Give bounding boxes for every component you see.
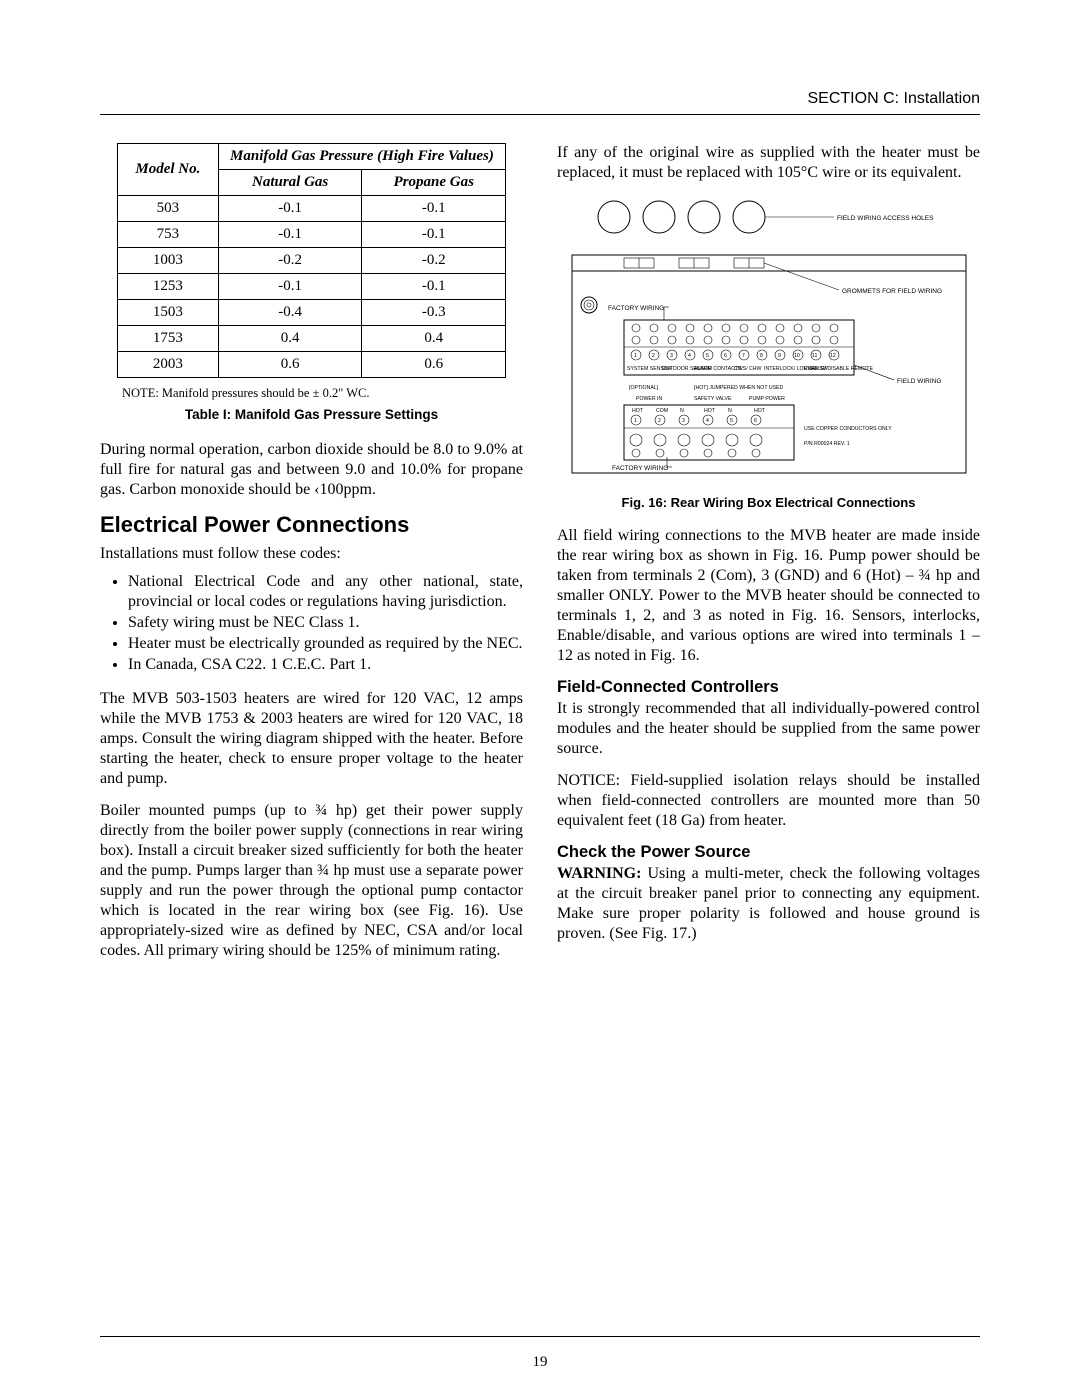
right-p4: NOTICE: Field-supplied isolation relays … [557, 771, 980, 831]
lower-circles [630, 434, 762, 457]
svg-text:COM: COM [656, 408, 668, 414]
list-item: Safety wiring must be NEC Class 1. [128, 613, 523, 633]
table-row: 753-0.1-0.1 [117, 222, 505, 248]
lbl-copper: USE COPPER CONDUCTORS ONLY [804, 426, 892, 432]
left-p2: Installations must follow these codes: [100, 544, 523, 564]
lbl-optional: [OPTIONAL] [629, 385, 659, 391]
table-row: 1503-0.4-0.3 [117, 300, 505, 326]
lbl-t6: ENABLE/ DISABLE REMOTE [804, 366, 873, 372]
right-p1: If any of the original wire as supplied … [557, 143, 980, 183]
table-row: 1253-0.1-0.1 [117, 274, 505, 300]
th-nat: Natural Gas [218, 170, 362, 196]
warning-label: WARNING: [557, 865, 641, 882]
svg-text:2: 2 [652, 353, 655, 359]
heading-controllers: Field-Connected Controllers [557, 678, 980, 697]
svg-text:6: 6 [754, 418, 757, 424]
left-p1: During normal operation, carbon dioxide … [100, 440, 523, 500]
svg-text:4: 4 [706, 418, 709, 424]
table-note: NOTE: Manifold pressures should be ± 0.2… [122, 386, 523, 401]
svg-text:3: 3 [682, 418, 685, 424]
lbl-jumpered: [HOT] JUMPERED WHEN NOT USED [694, 385, 784, 391]
left-p4: Boiler mounted pumps (up to ¾ hp) get th… [100, 801, 523, 961]
lbl-safety: SAFETY VALVE [694, 396, 732, 402]
table-caption: Table I: Manifold Gas Pressure Settings [100, 407, 523, 422]
svg-text:5: 5 [706, 353, 709, 359]
right-p2: All field wiring connections to the MVB … [557, 526, 980, 666]
lbl-factory-bottom: FACTORY WIRING [612, 465, 668, 472]
figure-caption: Fig. 16: Rear Wiring Box Electrical Conn… [557, 495, 980, 510]
svg-text:6: 6 [724, 353, 727, 359]
page-number: 19 [0, 1354, 1080, 1371]
table-row: 1003-0.2-0.2 [117, 248, 505, 274]
right-column: If any of the original wire as supplied … [557, 143, 980, 973]
table-body: 503-0.1-0.1 753-0.1-0.1 1003-0.2-0.2 125… [117, 196, 505, 378]
lbl-grommets: GROMMETS FOR FIELD WIRING [842, 288, 942, 295]
bottom-rule [100, 1336, 980, 1337]
lbl-pn: P/N R00024 REV. 1 [804, 441, 850, 447]
right-p5: WARNING: Using a multi-meter, check the … [557, 864, 980, 944]
table-row: 503-0.1-0.1 [117, 196, 505, 222]
codes-list: National Electrical Code and any other n… [128, 572, 523, 675]
list-item: Heater must be electrically grounded as … [128, 634, 523, 654]
svg-text:HOT: HOT [704, 408, 716, 414]
svg-text:N: N [728, 408, 732, 414]
svg-text:10: 10 [794, 353, 800, 359]
content-columns: Model No. Manifold Gas Pressure (High Fi… [100, 143, 980, 973]
left-p3: The MVB 503-1503 heaters are wired for 1… [100, 689, 523, 789]
svg-text:11: 11 [812, 353, 817, 359]
list-item: National Electrical Code and any other n… [128, 572, 523, 612]
svg-text:4: 4 [688, 353, 691, 359]
terminal-row-top [632, 324, 838, 332]
svg-text:2: 2 [658, 418, 661, 424]
right-p3: It is strongly recommended that all indi… [557, 699, 980, 759]
heading-electrical: Electrical Power Connections [100, 512, 523, 538]
section-header: SECTION C: Installation [100, 90, 980, 108]
lbl-power-in: POWER IN [636, 396, 662, 402]
svg-text:1: 1 [634, 353, 637, 359]
svg-text:8: 8 [760, 353, 763, 359]
lbl-pump: PUMP POWER [749, 396, 785, 402]
top-rule [100, 114, 980, 115]
svg-text:N: N [680, 408, 684, 414]
terminal-numbers: 1 2 3 4 5 6 7 8 9 10 11 12 [631, 350, 839, 360]
svg-text:HOT: HOT [632, 408, 644, 414]
svg-text:5: 5 [730, 418, 733, 424]
list-item: In Canada, CSA C22. 1 C.E.C. Part 1. [128, 655, 523, 675]
left-column: Model No. Manifold Gas Pressure (High Fi… [100, 143, 523, 973]
lower-numbers: HOT COM N HOT N HOT 1 2 3 4 5 6 [631, 408, 766, 425]
wiring-diagram: FIELD WIRING ACCESS HOLES GROMMETS FOR F… [564, 195, 974, 485]
th-model: Model No. [117, 144, 218, 196]
pressure-table: Model No. Manifold Gas Pressure (High Fi… [117, 143, 506, 378]
svg-text:3: 3 [670, 353, 673, 359]
terminal-row-mid [632, 336, 838, 344]
svg-text:7: 7 [742, 353, 745, 359]
lbl-field-wiring: FIELD WIRING [897, 378, 941, 385]
lbl-t4: CWS/ CHW [734, 366, 761, 372]
th-prop: Propane Gas [362, 170, 506, 196]
svg-text:HOT: HOT [754, 408, 766, 414]
svg-text:1: 1 [634, 418, 637, 424]
svg-text:9: 9 [778, 353, 781, 359]
table-row: 17530.40.4 [117, 326, 505, 352]
table-row: 20030.60.6 [117, 352, 505, 378]
svg-text:12: 12 [830, 353, 836, 359]
th-group: Manifold Gas Pressure (High Fire Values) [218, 144, 505, 170]
lbl-factory-top: FACTORY WIRING [608, 305, 664, 312]
lbl-access-holes: FIELD WIRING ACCESS HOLES [837, 215, 934, 222]
heading-power-source: Check the Power Source [557, 843, 980, 862]
